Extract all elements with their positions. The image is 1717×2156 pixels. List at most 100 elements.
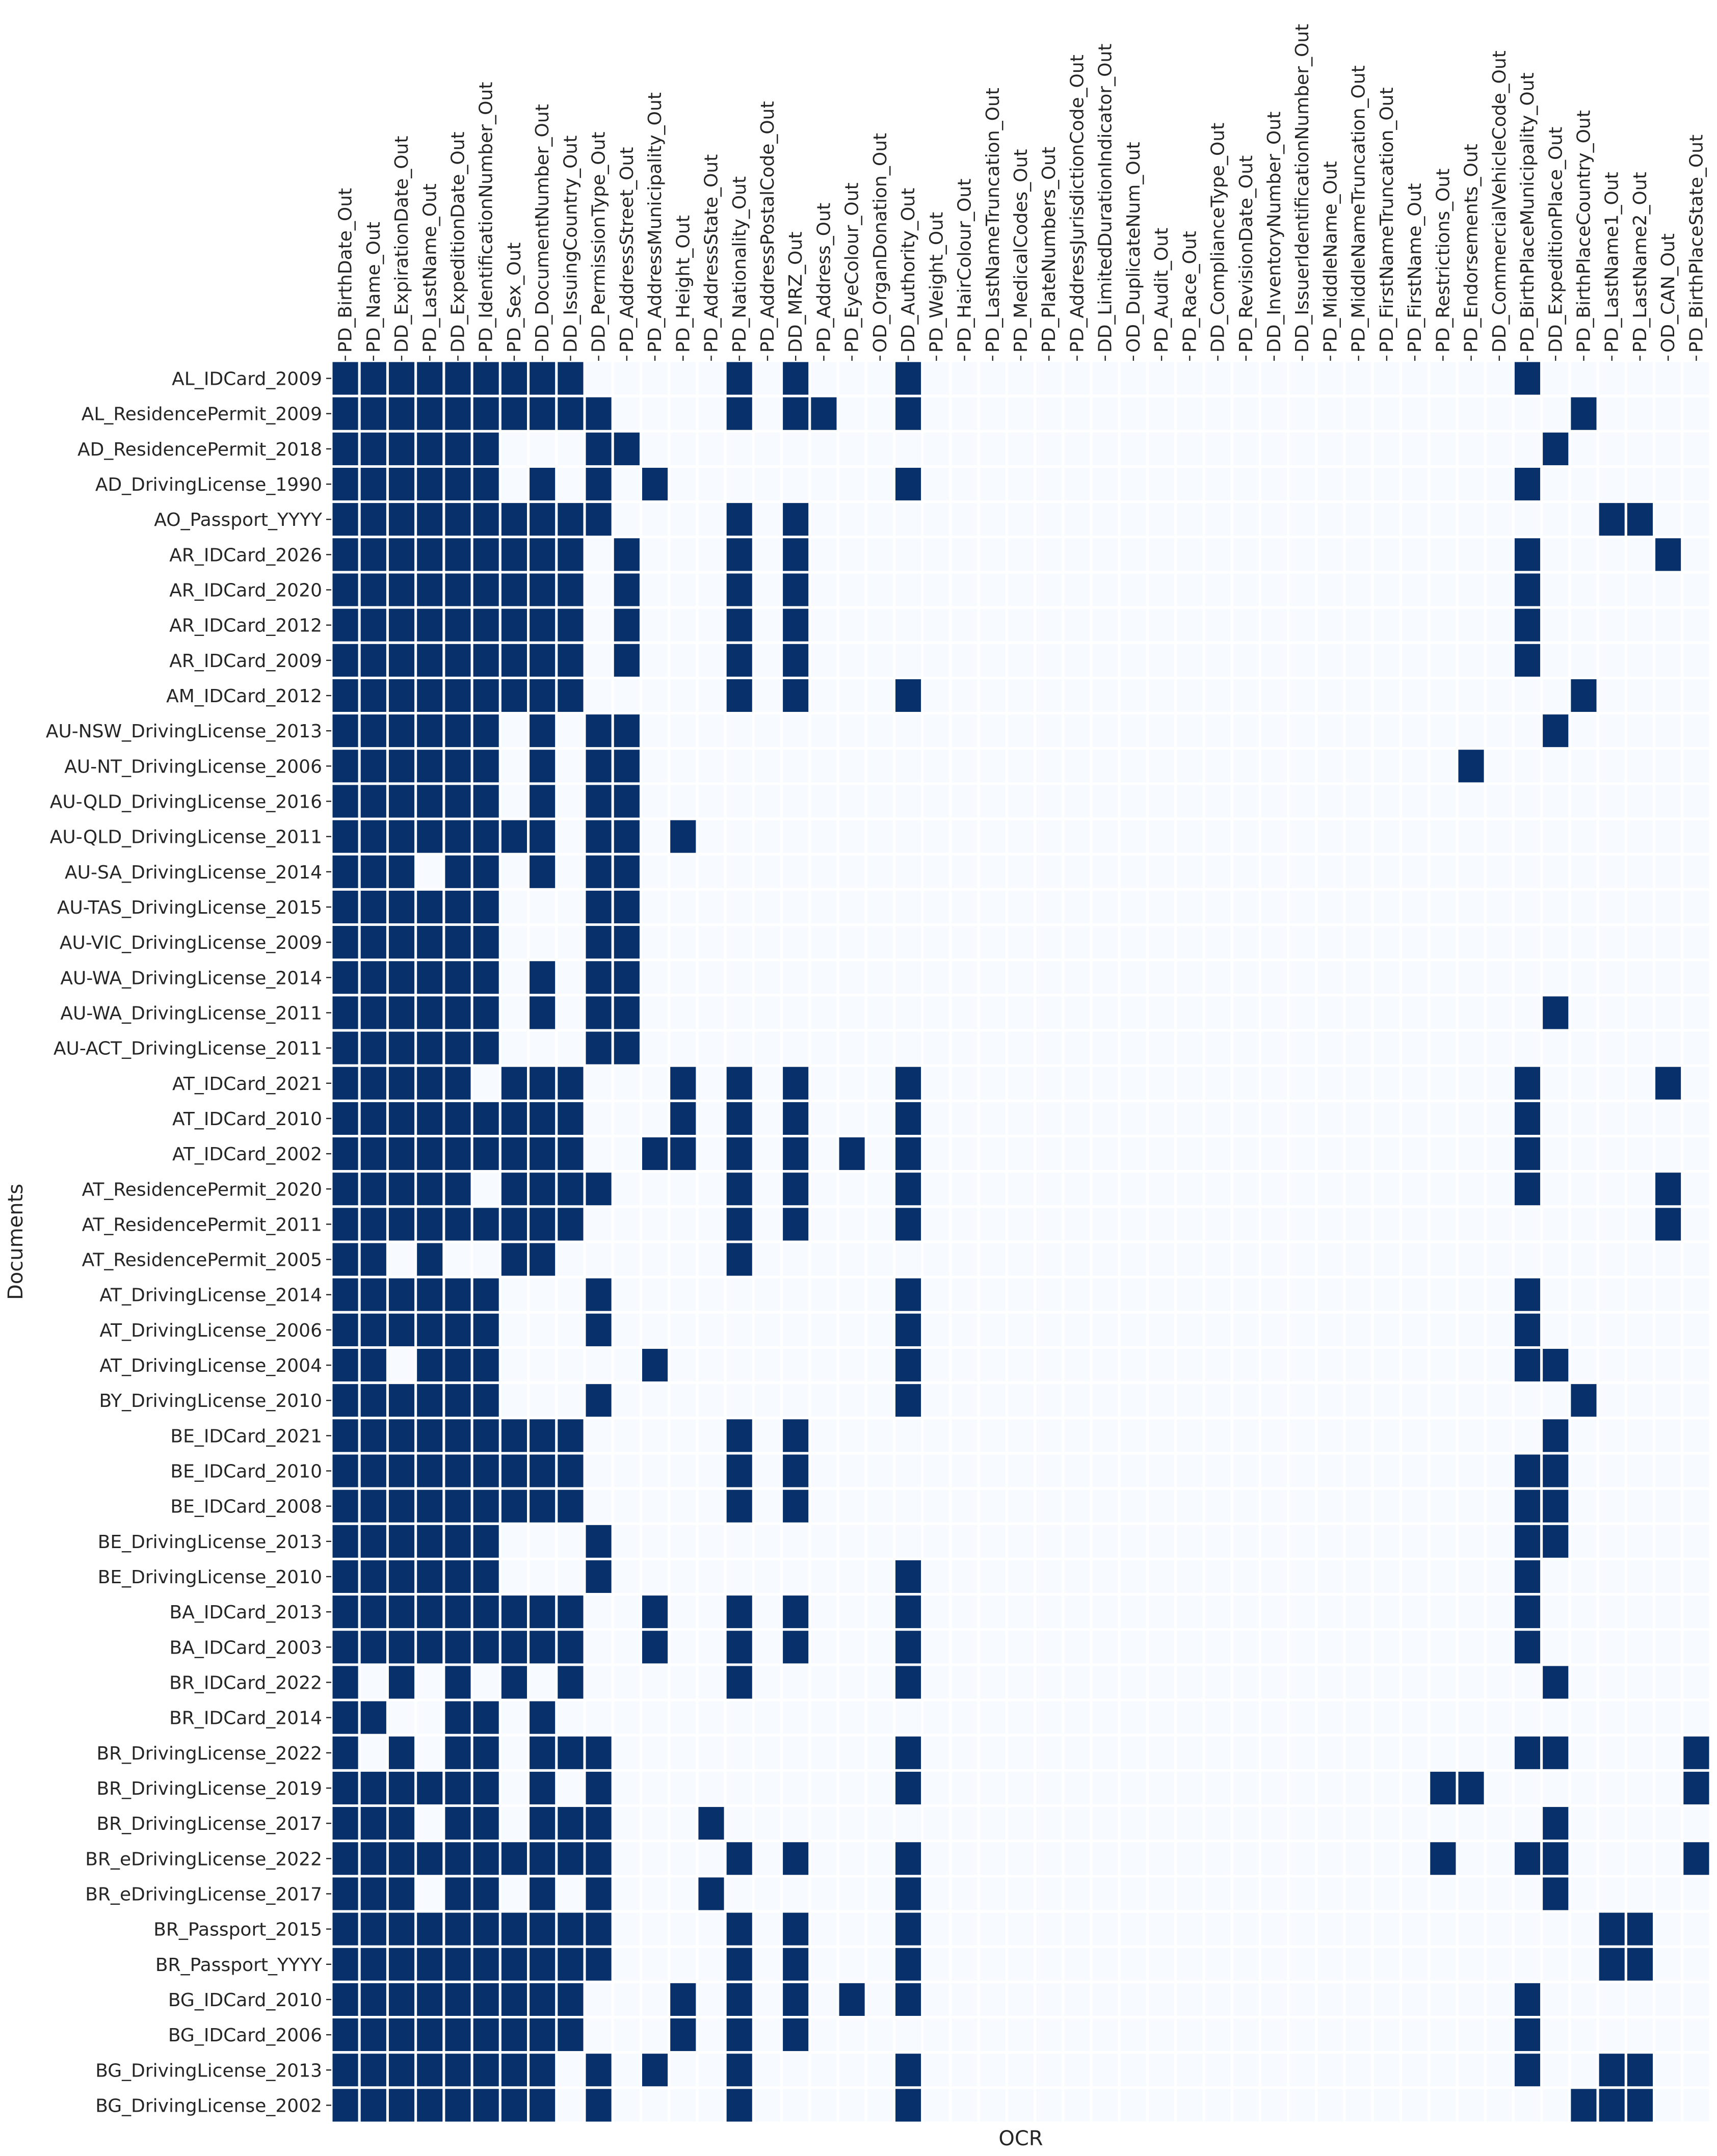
heatmap-cell (1090, 1980, 1121, 2019)
heatmap-cell (780, 1557, 811, 1596)
heatmap-cell (386, 1311, 417, 1349)
heatmap-cell (1034, 1910, 1065, 1948)
heatmap-cell (1512, 1980, 1543, 2019)
heatmap-cell (1146, 2086, 1177, 2124)
x-tick-label: DD_CommercialVehicleCode_Out (1489, 50, 1510, 353)
heatmap-cell (668, 1945, 699, 1983)
heatmap-cell (1202, 571, 1233, 609)
heatmap-cell (1568, 1593, 1599, 1631)
heatmap-cell (752, 959, 783, 997)
heatmap-cell (780, 1346, 811, 1385)
heatmap-cell (1568, 1029, 1599, 1067)
heatmap-cell (1343, 1346, 1374, 1385)
y-tick-label: AL_ResidencePermit_2009 (82, 404, 322, 425)
heatmap-cell (1428, 747, 1459, 785)
heatmap-cell (808, 853, 839, 891)
heatmap-cell (1174, 1593, 1205, 1631)
heatmap-cell (1090, 536, 1121, 574)
heatmap-cell (1596, 1099, 1627, 1138)
heatmap-cell (1287, 1099, 1318, 1138)
x-tick-label: PD_Sex_Out (504, 243, 525, 353)
heatmap-cell (1624, 1628, 1656, 1666)
heatmap-cell (1484, 1628, 1515, 1666)
heatmap-cell (668, 923, 699, 962)
heatmap-cell (949, 1311, 980, 1349)
heatmap-cell (1596, 571, 1627, 609)
heatmap-cell (414, 536, 445, 574)
heatmap-cell (1512, 1769, 1543, 1807)
heatmap-cell (358, 2086, 389, 2124)
heatmap-cell (752, 1804, 783, 1843)
heatmap-cell (583, 1311, 614, 1349)
y-tick-label: AU-QLD_DrivingLicense_2011 (50, 827, 322, 848)
heatmap-cell (358, 536, 389, 574)
heatmap-cell (1399, 1769, 1431, 1807)
heatmap-cell (1005, 2051, 1037, 2089)
heatmap-cell (1118, 1417, 1149, 1455)
heatmap-cell (386, 1381, 417, 1420)
heatmap-cell (1512, 1205, 1543, 1243)
heatmap-cell (892, 430, 924, 468)
heatmap-cell (1371, 394, 1403, 433)
heatmap-cell (1596, 1452, 1627, 1490)
heatmap-cell (527, 1240, 558, 1279)
heatmap-cell (1146, 1240, 1177, 1279)
heatmap-cell (780, 1170, 811, 1208)
heatmap-cell (1062, 1452, 1093, 1490)
heatmap-cell (752, 1240, 783, 1279)
heatmap-cell (696, 888, 727, 926)
heatmap-cell (949, 747, 980, 785)
heatmap-cell (808, 1804, 839, 1843)
heatmap-cell (696, 959, 727, 997)
heatmap-cell (386, 959, 417, 997)
heatmap-cell (1568, 888, 1599, 926)
heatmap-cell (583, 1275, 614, 1314)
heatmap-cell (1118, 1099, 1149, 1138)
heatmap-cell (1512, 1910, 1543, 1948)
heatmap-cell (611, 1487, 642, 1525)
heatmap-cell (386, 1593, 417, 1631)
heatmap-cell (1681, 1346, 1712, 1385)
heatmap-cell (1062, 888, 1093, 926)
heatmap-cell (949, 1593, 980, 1631)
heatmap-cell (555, 1557, 586, 1596)
heatmap-cell (470, 817, 501, 856)
heatmap-cell (1624, 1522, 1656, 1560)
heatmap-cell (1681, 1135, 1712, 1173)
heatmap-cell (330, 1487, 361, 1525)
heatmap-cell (1005, 888, 1037, 926)
heatmap-cell (611, 923, 642, 962)
heatmap-cell (1428, 923, 1459, 962)
heatmap-cell (330, 1240, 361, 1279)
heatmap-cell (470, 1804, 501, 1843)
heatmap-cell (921, 817, 952, 856)
heatmap-cell (1062, 1240, 1093, 1279)
heatmap-cell (1596, 1346, 1627, 1385)
heatmap-cell (1315, 2016, 1346, 2054)
heatmap-cell (921, 1804, 952, 1843)
heatmap-cell (724, 676, 755, 715)
heatmap-cell (780, 1205, 811, 1243)
heatmap-cell (470, 994, 501, 1032)
heatmap-cell (1062, 571, 1093, 609)
heatmap-cell (1428, 1875, 1459, 1913)
heatmap-cell (780, 1522, 811, 1560)
heatmap-cell (358, 1099, 389, 1138)
heatmap-cell (1090, 1698, 1121, 1737)
heatmap-cell (1258, 606, 1290, 644)
heatmap-cell (864, 394, 895, 433)
heatmap-cell (498, 1593, 530, 1631)
heatmap-cell (696, 1804, 727, 1843)
heatmap-cell (1624, 1029, 1656, 1067)
heatmap-cell (470, 1275, 501, 1314)
heatmap-cell (921, 1945, 952, 1983)
heatmap-cell (1174, 1135, 1205, 1173)
heatmap-cell (780, 1099, 811, 1138)
heatmap-cell (864, 1910, 895, 1948)
heatmap-cell (1399, 430, 1431, 468)
heatmap-cell (1568, 1628, 1599, 1666)
heatmap-cell (752, 1487, 783, 1525)
heatmap-cell (1653, 1064, 1684, 1102)
heatmap-cell (921, 1663, 952, 1701)
heatmap-cell (1568, 1275, 1599, 1314)
